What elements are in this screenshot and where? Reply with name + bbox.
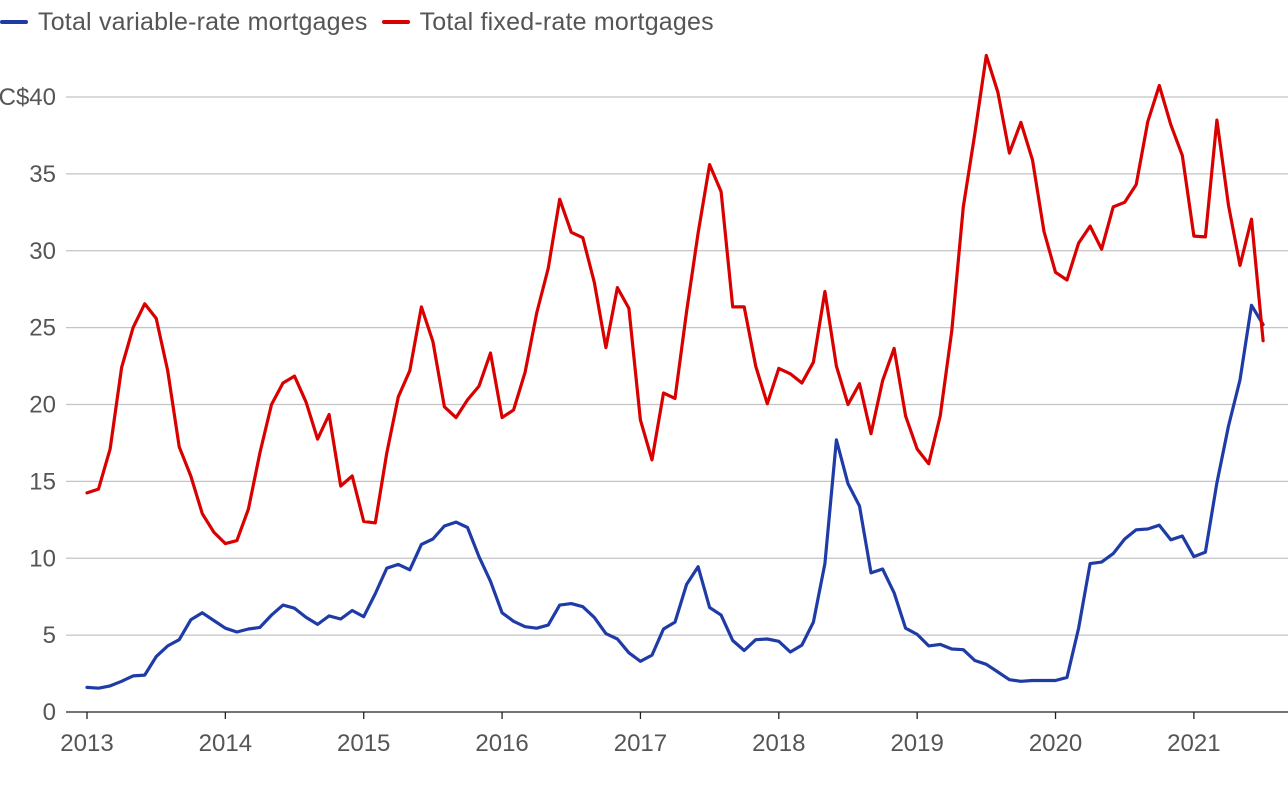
y-tick-label-10: 10 [29,545,56,572]
x-tick-label-2016: 2016 [475,730,528,757]
y-axis-tick-labels: 0 5 10 15 20 25 30 35 C$40 [0,84,56,726]
series-lines [85,53,1265,690]
y-tick-label-35: 35 [29,161,56,188]
y-tick-label-25: 25 [29,315,56,342]
series-line-variable-rate [85,303,1265,690]
legend-label-variable: Total variable-rate mortgages [38,7,368,36]
x-tick-label-2021: 2021 [1167,730,1220,757]
series-line-fixed-rate [85,53,1265,546]
x-tick-label-2015: 2015 [337,730,390,757]
legend-item-fixed: Total fixed-rate mortgages [381,7,714,37]
y-tick-label-15: 15 [29,468,56,495]
y-tick-label-40: C$40 [0,84,56,111]
legend-label-fixed: Total fixed-rate mortgages [419,7,714,36]
x-axis: 2013 2014 2015 2016 2017 2018 2019 2020 2021 [60,711,1288,757]
legend-swatch-fixed [381,20,410,24]
legend-item-variable: Total variable-rate mortgages [0,8,368,37]
x-tick-label-2019: 2019 [890,730,943,757]
gridlines [66,96,1288,636]
y-tick-label-30: 30 [29,238,56,265]
y-tick-label-20: 20 [29,392,56,419]
x-tick-label-2014: 2014 [199,730,252,757]
x-tick-label-2017: 2017 [614,730,667,757]
x-tick-label-2013: 2013 [60,730,113,757]
y-tick-label-0: 0 [43,699,56,726]
legend-swatch-variable [0,20,28,24]
x-tick-label-2018: 2018 [752,730,805,757]
legend: Total variable-rate mortgages Total fixe… [0,4,728,40]
y-tick-label-5: 5 [43,622,56,649]
x-tick-label-2020: 2020 [1029,730,1082,757]
